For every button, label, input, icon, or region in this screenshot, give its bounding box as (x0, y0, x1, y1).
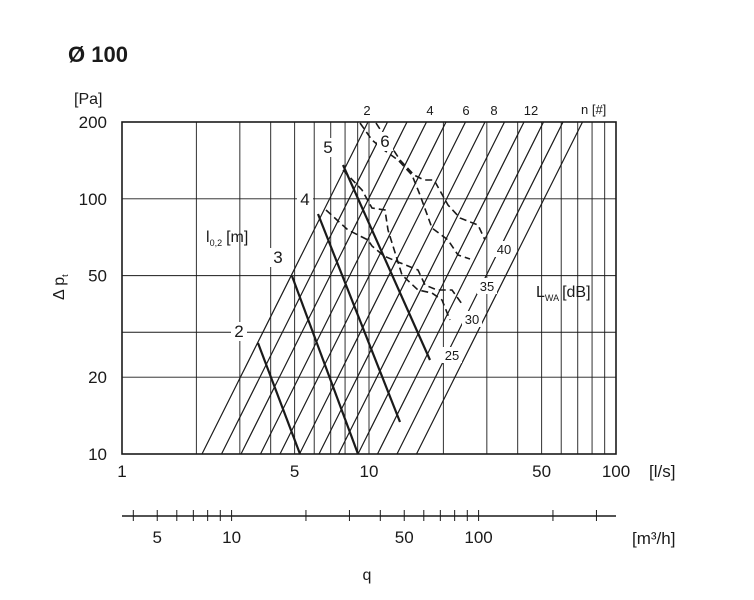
sound-label-bg (442, 347, 462, 363)
x-tick-label: 100 (602, 462, 630, 481)
throw-label-bg (297, 190, 313, 209)
throw-label-bg (270, 248, 286, 267)
x-tick-label: 5 (290, 462, 299, 481)
n-series-label: n [#] (581, 102, 606, 117)
plot-frame (121, 121, 617, 455)
n-line (415, 121, 584, 455)
y-tick-label: 50 (88, 267, 107, 286)
n-lines (201, 121, 584, 455)
sound-curves (325, 122, 486, 321)
sound-curve (342, 169, 451, 321)
sound-curve (375, 122, 486, 241)
secondary-tick-label: 10 (222, 528, 241, 547)
quantity-label: q (363, 567, 372, 584)
n-line (220, 121, 389, 455)
y-unit-label: [Pa] (74, 91, 102, 108)
throw-value-label: 3 (273, 248, 282, 267)
secondary-tick-label: 100 (464, 528, 492, 547)
secondary-tick-label: 5 (153, 528, 162, 547)
sound-value-label: 40 (497, 242, 511, 257)
throw-line (316, 213, 402, 423)
chart-labels: 1 5 10 50 100 10 20 50 100 200 2 4 6 8 12 2 3 4 5 6 25 30 35 40… (79, 103, 631, 547)
y-tick-label: 100 (79, 190, 107, 209)
throw-value-label: 6 (380, 132, 389, 151)
n-value-label: 8 (490, 103, 497, 118)
y-tick-label: 200 (79, 113, 107, 132)
sound-series-label: LWA [dB] (536, 284, 591, 303)
throw-line (341, 164, 432, 361)
x-tick-label: 1 (117, 462, 126, 481)
y-tick-label: 20 (88, 368, 107, 387)
throw-label-bg (320, 138, 336, 157)
n-line (357, 121, 525, 455)
x-tick-label: 50 (532, 462, 551, 481)
sound-value-label: 35 (480, 279, 494, 294)
throw-value-label: 4 (300, 190, 309, 209)
throw-value-label: 5 (323, 138, 332, 157)
secondary-unit-label: [m³/h] (632, 529, 675, 548)
throw-label-bg (231, 322, 247, 341)
n-value-label: 12 (524, 103, 538, 118)
sound-label-bg (477, 278, 497, 294)
n-line (298, 121, 467, 455)
n-line (259, 121, 428, 455)
n-value-label: 2 (363, 103, 370, 118)
secondary-tick-label: 50 (395, 528, 414, 547)
n-line (201, 121, 369, 455)
n-value-label: 6 (462, 103, 469, 118)
sound-value-label: 30 (465, 312, 479, 327)
n-value-label: 4 (426, 103, 433, 118)
throw-series-label: l0,2 [m] (206, 229, 248, 248)
throw-label-bg (377, 132, 393, 151)
x-tick-label: 10 (360, 462, 379, 481)
sound-value-label: 25 (445, 348, 459, 363)
sound-label-bg (462, 311, 482, 327)
y-tick-label: 10 (88, 445, 107, 464)
throw-lines (256, 164, 432, 455)
y-axis-symbol: Δ pt (51, 274, 70, 300)
n-line (240, 121, 408, 455)
throw-line (290, 275, 360, 455)
x-unit-label: [l/s] (649, 462, 675, 481)
n-line (376, 121, 545, 455)
n-line (318, 121, 486, 455)
secondary-axis-ticks (132, 510, 597, 521)
sound-label-bg (494, 241, 514, 257)
sound-curve (325, 209, 463, 305)
chart-title: Ø 100 (68, 42, 128, 67)
throw-line (256, 342, 302, 455)
throw-value-label: 2 (234, 322, 243, 341)
n-line (337, 121, 506, 455)
